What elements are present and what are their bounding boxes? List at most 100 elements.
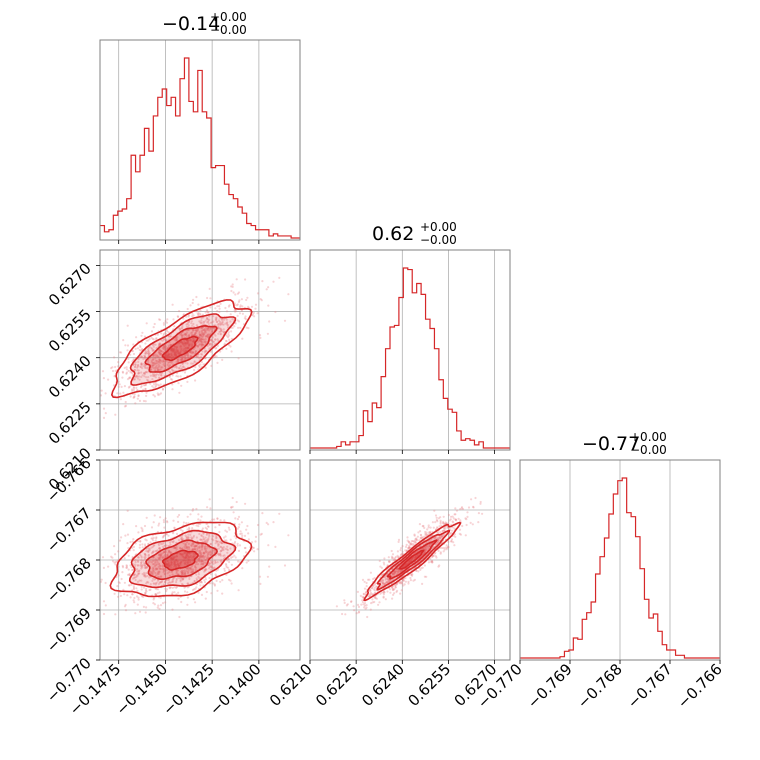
sample-point (413, 578, 416, 581)
sample-point (213, 343, 216, 346)
sample-point (221, 358, 224, 361)
sample-point (215, 318, 218, 321)
sample-point (287, 534, 290, 537)
sample-point (154, 376, 157, 379)
panel-background (100, 40, 300, 240)
sample-point (147, 352, 150, 355)
sample-point (159, 351, 162, 354)
sample-point (350, 600, 353, 603)
sample-point (457, 517, 460, 520)
sample-point (117, 385, 120, 388)
sample-point (111, 366, 114, 369)
sample-point (219, 350, 222, 353)
sample-point (132, 358, 135, 361)
sample-point (241, 337, 244, 340)
sample-point (160, 332, 163, 335)
sample-point (162, 332, 165, 335)
sample-point (199, 322, 202, 325)
sample-point (200, 338, 203, 341)
sample-point (209, 332, 212, 335)
sample-point (192, 298, 195, 301)
sample-point (185, 339, 188, 342)
sample-point (167, 352, 170, 355)
sample-point (188, 344, 191, 347)
sample-point (466, 511, 469, 514)
sample-point (437, 565, 440, 568)
sample-point (472, 506, 475, 509)
sample-point (208, 347, 211, 350)
sample-point (136, 375, 139, 378)
sample-point (367, 578, 370, 581)
sample-point (153, 343, 156, 346)
sample-point (190, 322, 193, 325)
sample-point (254, 540, 257, 543)
sample-point (237, 300, 240, 303)
sample-point (138, 610, 142, 613)
sample-point (198, 357, 201, 360)
sample-point (236, 518, 239, 521)
sample-point (185, 323, 188, 326)
sample-point (175, 365, 178, 368)
sample-point (209, 342, 212, 345)
sample-point (207, 319, 210, 322)
sample-point (172, 318, 175, 321)
x-tick-label-1: 0.6210 (266, 660, 316, 710)
sample-point (171, 350, 175, 353)
sample-point (137, 360, 140, 363)
sample-point (219, 327, 222, 330)
sample-point (158, 393, 161, 396)
sample-point (149, 382, 152, 385)
sample-point (182, 317, 185, 320)
sample-point (165, 355, 168, 358)
sample-point (136, 365, 139, 368)
sample-point (165, 354, 168, 357)
sample-point (204, 349, 207, 352)
sample-point (204, 338, 207, 341)
sample-point (192, 329, 195, 332)
sample-point (375, 597, 378, 600)
sample-point (160, 374, 163, 377)
sample-point (171, 369, 174, 372)
sample-point (186, 307, 189, 311)
sample-point (116, 365, 119, 368)
sample-point (213, 355, 216, 358)
sample-point (102, 407, 106, 410)
sample-point (210, 330, 214, 333)
sample-point (104, 604, 107, 607)
sample-point (175, 348, 178, 351)
sample-point (117, 361, 120, 364)
sample-point (157, 373, 160, 376)
sample-point (122, 391, 125, 394)
sample-point (176, 348, 179, 352)
sample-point (178, 367, 181, 370)
sample-point (133, 378, 136, 381)
sample-point (362, 592, 365, 595)
sample-point (247, 559, 250, 563)
sample-point (467, 506, 471, 509)
sample-point (134, 365, 137, 369)
sample-point (185, 522, 188, 525)
sample-point (167, 344, 170, 347)
sample-point (170, 368, 174, 371)
sample-point (237, 320, 241, 323)
sample-point (153, 597, 156, 600)
sample-point (113, 356, 116, 359)
sample-point (133, 395, 136, 398)
y-tick-label-1: 0.6255 (45, 306, 95, 356)
sample-point (245, 561, 248, 564)
sample-point (239, 304, 242, 307)
sample-point (231, 326, 234, 329)
sample-point (145, 376, 148, 379)
sample-point (132, 387, 136, 390)
sample-point (335, 605, 338, 608)
sample-point (184, 332, 187, 335)
sample-point (256, 292, 260, 295)
sample-point (230, 330, 233, 333)
sample-point (198, 333, 201, 337)
sample-point (192, 340, 195, 343)
sample-point (200, 335, 204, 338)
sample-point (145, 322, 148, 325)
sample-point (230, 350, 233, 353)
sample-point (231, 318, 234, 321)
y-tick-label-1: 0.6270 (45, 259, 95, 309)
